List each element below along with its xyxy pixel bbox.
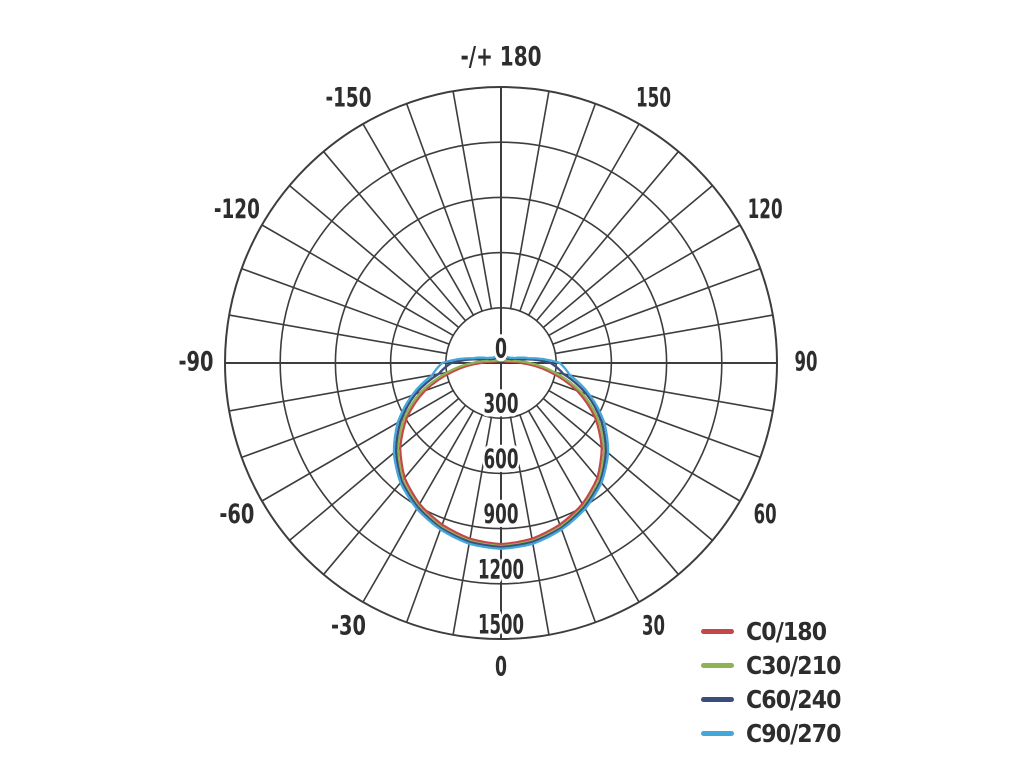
angle-spoke	[548, 389, 741, 502]
angle-spoke	[261, 389, 454, 502]
tick-label: -/+ 180	[461, 42, 542, 73]
angle-spoke	[289, 397, 460, 542]
legend-color-line-icon	[701, 629, 734, 634]
angle-spoke	[405, 103, 483, 312]
tick-label: -150	[326, 82, 372, 113]
legend-item: C90/270	[701, 719, 853, 748]
angle-spoke	[542, 397, 713, 542]
angle-spoke	[362, 123, 475, 316]
tick-label: 1200	[478, 554, 524, 585]
angle-spoke	[509, 417, 550, 635]
angle-spoke	[452, 417, 493, 635]
legend-color-line-icon	[701, 663, 734, 668]
legend-item-label: C90/270	[746, 719, 841, 748]
angle-spoke	[322, 404, 467, 575]
tick-label: 60	[754, 499, 777, 530]
angle-spoke	[555, 371, 773, 412]
angle-spoke	[289, 184, 460, 329]
angle-spoke	[405, 414, 483, 623]
angle-spoke	[527, 123, 640, 316]
legend-item-label: C0/180	[746, 617, 827, 646]
angle-spoke	[229, 314, 447, 355]
legend-color-line-icon	[701, 731, 734, 736]
legend-item-label: C60/240	[746, 685, 841, 714]
angle-spoke	[452, 91, 493, 309]
legend-item: C0/180	[701, 617, 853, 646]
angle-spoke	[552, 381, 761, 459]
tick-label: 0	[495, 652, 507, 683]
angle-spoke	[548, 224, 741, 337]
tick-label: 600	[484, 444, 519, 475]
tick-label: 300	[484, 389, 519, 420]
legend-item: C60/240	[701, 685, 853, 714]
tick-label: -60	[219, 499, 254, 530]
chart-legend: C0/180 C30/210 C60/240 C90/270	[701, 617, 853, 748]
angle-spoke	[542, 184, 713, 329]
tick-label: 900	[484, 499, 519, 530]
tick-label: 90	[795, 347, 818, 378]
angle-spoke	[261, 224, 454, 337]
angle-spoke	[535, 151, 680, 322]
angle-spoke	[241, 381, 450, 459]
legend-color-line-icon	[701, 697, 734, 702]
angle-spoke	[519, 414, 597, 623]
curve-C60-240	[394, 352, 608, 549]
angle-spoke	[509, 91, 550, 309]
legend-item-label: C30/210	[746, 651, 841, 680]
tick-label: -30	[331, 611, 366, 642]
tick-label: 30	[642, 611, 665, 642]
tick-label: -90	[179, 347, 214, 378]
tick-label: 120	[748, 194, 783, 225]
angle-spoke	[519, 103, 597, 312]
legend-item: C30/210	[701, 651, 853, 680]
angle-spoke	[552, 267, 761, 345]
tick-label: 1500	[478, 610, 524, 641]
tick-label: 150	[636, 82, 671, 113]
tick-label: -120	[214, 194, 260, 225]
angle-spoke	[322, 151, 467, 322]
angle-spoke	[229, 371, 447, 412]
angle-spoke	[241, 267, 450, 345]
curve-C90-270	[392, 349, 610, 550]
angle-spoke	[535, 404, 680, 575]
angle-spoke	[555, 314, 773, 355]
tick-label: 0	[495, 334, 507, 365]
